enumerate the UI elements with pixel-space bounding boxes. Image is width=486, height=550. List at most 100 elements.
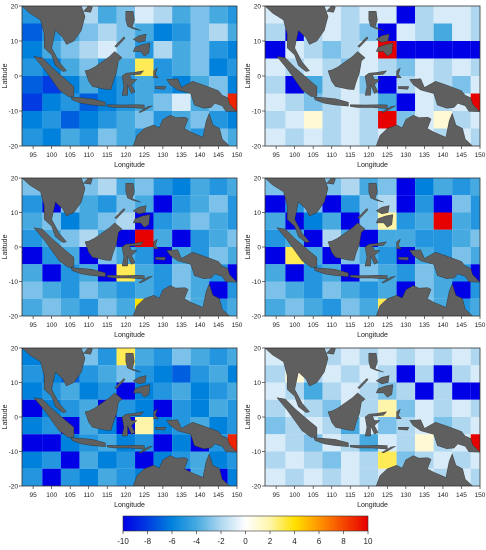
land-mainland-asia [265, 178, 329, 243]
grid-cell [172, 348, 191, 366]
grid-cell [172, 229, 191, 247]
grid-cell [22, 76, 43, 94]
grid-cell [340, 6, 360, 24]
grid-cell [265, 298, 286, 316]
x-tick-label: 130 [400, 152, 411, 159]
grid-cell [340, 451, 360, 469]
x-tick-label: 145 [213, 322, 224, 329]
y-tick-label: -10 [252, 108, 262, 115]
grid-cell [153, 178, 173, 196]
grid-cell [97, 111, 117, 129]
y-axis-label: Latitude [2, 404, 9, 429]
x-tick-label: 150 [232, 492, 243, 499]
grid-cell [60, 229, 80, 247]
land-australia [132, 283, 230, 316]
x-tick-label: 100 [289, 492, 300, 499]
grid-cell [172, 23, 191, 41]
grid-cell [433, 41, 453, 59]
grid-cell [227, 76, 237, 94]
grid-cell [415, 6, 434, 24]
land-sumatra [276, 56, 318, 97]
grid-cell [116, 365, 136, 383]
x-tick-label: 100 [46, 322, 57, 329]
grid-cell [433, 382, 453, 400]
x-tick-label: 125 [139, 492, 150, 499]
x-tick-label: 115 [345, 322, 356, 329]
grid-cell [153, 247, 173, 265]
land-hainan [326, 348, 336, 355]
grid-cell [190, 58, 210, 76]
x-tick-label: 100 [46, 152, 57, 159]
grid-cell [452, 195, 471, 213]
grid-cell [22, 434, 43, 452]
grid-cell [153, 264, 173, 282]
grid-cell [396, 93, 416, 111]
land-mainland-asia [265, 6, 329, 72]
x-tick-label: 100 [289, 152, 300, 159]
grid-cell [470, 298, 480, 316]
grid-cell [22, 298, 43, 316]
grid-cell [42, 468, 61, 486]
grid-cell [470, 468, 480, 486]
colorbar-gradient [122, 515, 369, 532]
grid-cell [190, 281, 210, 299]
grid-cell [303, 382, 323, 400]
grid-cell [285, 128, 304, 146]
grid-cell [433, 229, 453, 247]
grid-cell [227, 365, 237, 383]
grid-cell [378, 417, 397, 435]
land-borneo [327, 222, 366, 261]
grid-cell [470, 264, 480, 282]
land-halmahera [396, 238, 402, 249]
grid-cell [116, 41, 136, 59]
grid-cell [209, 229, 228, 247]
grid-cell [172, 264, 191, 282]
grid-cell [359, 365, 379, 383]
land-sulawesi [121, 70, 145, 96]
land-seram [398, 427, 410, 431]
grid-cell [22, 111, 43, 129]
y-tick-label: 0 [257, 244, 261, 251]
grid-cell [303, 128, 323, 146]
x-tick-label: 115 [102, 492, 113, 499]
grid-cell [285, 468, 304, 486]
grid-cell [172, 195, 191, 213]
grid-cell [60, 212, 80, 230]
land-borneo [84, 51, 123, 90]
land-halmahera [396, 408, 402, 419]
x-tick-label: 150 [475, 152, 486, 159]
grid-cell [322, 195, 341, 213]
grid-cell [265, 382, 286, 400]
grid-cell [340, 468, 360, 486]
grid-cell [190, 451, 210, 469]
grid-cell [209, 178, 228, 196]
grid-cell [227, 382, 237, 400]
grid-cell [79, 468, 98, 486]
x-tick-label: 115 [102, 152, 113, 159]
colorbar-tick-label: -8 [144, 537, 152, 546]
panel-top-left: 95 100 105 110 115 120 125 130 135 140 145 150 20 10 0… [0, 0, 243, 172]
x-tick-label: 110 [84, 152, 95, 159]
grid-cell [116, 264, 136, 282]
grid-cell [378, 348, 397, 366]
land-borneo [327, 392, 366, 431]
y-axis-label: Latitude [2, 234, 9, 259]
land-sumatra [33, 397, 75, 438]
land-sumatra [33, 56, 75, 97]
land-java [70, 96, 106, 107]
x-tick-label: 140 [438, 322, 449, 329]
land-mindanao [375, 384, 394, 398]
y-tick-label: 20 [11, 345, 19, 352]
grid-cell [42, 128, 61, 146]
grid-cell [153, 6, 173, 24]
land-mindanao [375, 42, 394, 57]
grid-cell [303, 281, 323, 299]
land-luzon [368, 11, 384, 31]
grid-cell [470, 41, 480, 59]
grid-cell [359, 468, 379, 486]
grid-cell [265, 417, 286, 435]
land-borneo [84, 222, 123, 261]
y-tick-label: 10 [254, 210, 262, 217]
grid-cell [22, 128, 43, 146]
land-palawan [114, 378, 126, 389]
